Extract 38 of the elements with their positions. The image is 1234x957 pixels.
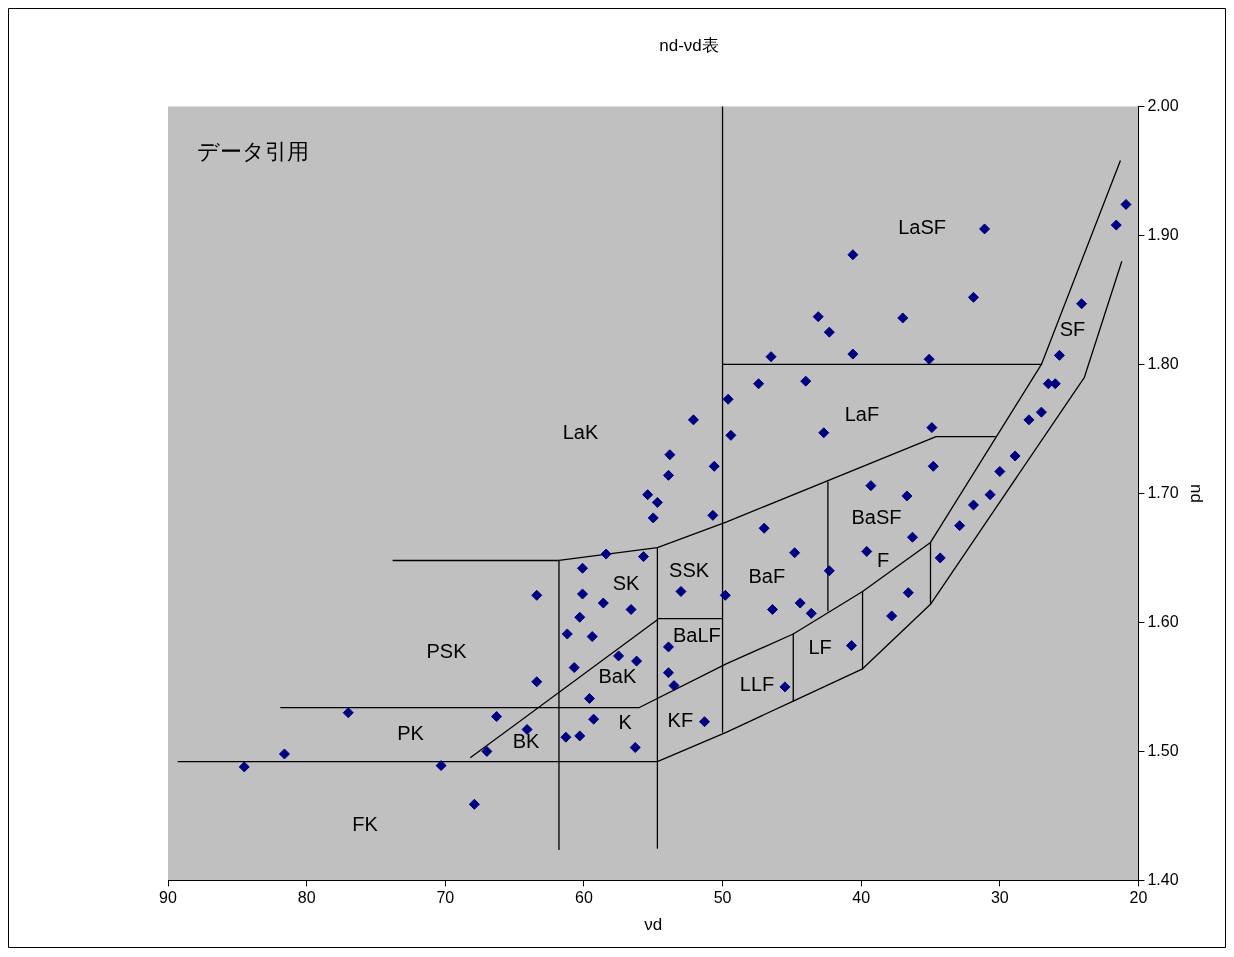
chart-title: nd-νd表 [659,35,719,55]
annotation: KF [667,709,694,732]
annotation: LaK [562,420,599,443]
annotation: BaLF [672,624,721,647]
x-tick-label: 50 [713,889,732,907]
annotation: FK [352,812,379,835]
annotation: BaF [748,564,786,587]
x-tick-label: 30 [990,889,1009,907]
annotation: LF [808,636,832,659]
annotation: LaSF [898,216,946,239]
annotation: LLF [739,672,775,695]
y-tick-label: 1.60 [1147,612,1179,630]
y-axis-title: nd [1187,483,1207,503]
annotation: PK [397,721,425,744]
x-tick-label: 60 [575,889,593,907]
annotation: F [877,549,890,572]
x-tick-label: 40 [852,889,871,907]
annotation: BaSF [851,506,902,529]
x-tick-label: 70 [436,889,455,907]
annotation: データ引用 [197,138,310,164]
y-tick-label: 1.80 [1147,354,1179,372]
x-axis-title: νd [644,915,663,935]
annotation: SF [1059,318,1086,341]
annotation: K [618,710,633,733]
x-tick-label: 20 [1129,889,1148,907]
annotation: PSK [426,639,468,662]
y-tick-label: 1.40 [1147,870,1179,888]
y-tick-label: 1.90 [1147,225,1179,243]
annotation: SSK [669,559,710,582]
x-tick-label: 80 [297,889,316,907]
y-tick-label: 1.50 [1147,741,1179,759]
annotation: LaF [844,402,880,425]
x-tick-label: 90 [159,889,177,907]
annotation: BK [512,730,541,753]
annotation: BaK [598,665,637,688]
y-tick-label: 2.00 [1147,96,1179,114]
y-tick-label: 1.70 [1147,483,1179,501]
annotation: SK [612,572,641,595]
